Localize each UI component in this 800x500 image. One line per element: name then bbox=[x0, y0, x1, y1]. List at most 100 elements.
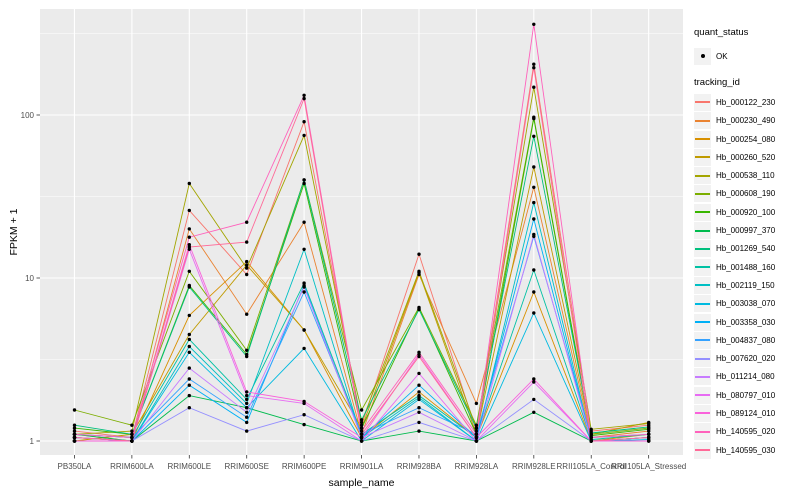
x-tick-label: RRIM928LA bbox=[455, 462, 499, 471]
data-point bbox=[72, 408, 77, 412]
x-tick-label: RRIM928BA bbox=[397, 462, 442, 471]
legend-item: Hb_007620_020 bbox=[694, 349, 798, 368]
legend-key bbox=[694, 276, 711, 294]
x-tick-label: RRIM600SE bbox=[224, 462, 268, 471]
data-point bbox=[359, 418, 364, 422]
data-point bbox=[130, 439, 134, 443]
legend-key bbox=[694, 203, 711, 221]
data-point bbox=[589, 439, 593, 443]
data-point bbox=[302, 178, 306, 182]
data-point bbox=[359, 429, 364, 433]
legend-item-label: Hb_002119_150 bbox=[716, 280, 775, 290]
data-point bbox=[532, 290, 536, 294]
data-point bbox=[532, 268, 536, 272]
data-point bbox=[245, 401, 249, 406]
legend-item-label: Hb_089124_010 bbox=[716, 408, 776, 418]
x-tick-label: RRIM600LE bbox=[168, 462, 212, 471]
y-tick-label: 10 bbox=[25, 274, 34, 283]
data-point bbox=[417, 269, 421, 273]
legend-item: Hb_089124_010 bbox=[694, 404, 798, 422]
legend-item: Hb_000608_190 bbox=[694, 185, 798, 203]
legend-key-line-icon bbox=[695, 247, 710, 250]
data-point bbox=[532, 165, 536, 169]
legend-key bbox=[694, 130, 711, 148]
legend-item: Hb_000254_080 bbox=[694, 130, 798, 148]
legend-key-line-icon bbox=[695, 449, 710, 452]
data-point bbox=[532, 380, 536, 384]
data-point bbox=[532, 116, 536, 121]
x-tick-label: PB350LA bbox=[58, 462, 92, 471]
legend-item: Hb_003038_070 bbox=[694, 295, 798, 313]
legend-item: Hb_004837_080 bbox=[694, 331, 798, 349]
legend-item: Hb_000920_100 bbox=[694, 203, 798, 221]
data-point bbox=[417, 307, 421, 312]
data-point bbox=[245, 272, 249, 277]
data-point bbox=[302, 247, 306, 251]
legend-key bbox=[694, 441, 711, 459]
legend-key-line-icon bbox=[695, 229, 710, 232]
legend-item-label: Hb_003038_070 bbox=[716, 299, 776, 309]
legend-item-label: Hb_001488_160 bbox=[716, 262, 776, 272]
x-tick-label: RRII105LA_Control bbox=[557, 462, 627, 471]
x-tick-label: RRIM600PE bbox=[282, 462, 326, 471]
data-point bbox=[72, 439, 77, 443]
data-point bbox=[532, 200, 536, 205]
legend-item-label: Hb_007620_020 bbox=[716, 354, 776, 364]
legend-item-ok: OK bbox=[694, 47, 798, 65]
data-point bbox=[302, 220, 306, 224]
legend-item: Hb_000997_370 bbox=[694, 221, 798, 240]
legend-key-line-icon bbox=[695, 119, 710, 122]
data-point bbox=[589, 431, 593, 435]
data-point bbox=[302, 413, 306, 417]
data-point bbox=[187, 393, 191, 398]
legend-item: Hb_002119_150 bbox=[694, 276, 798, 294]
legend-key bbox=[694, 222, 711, 240]
legend-item: Hb_000538_110 bbox=[694, 166, 798, 185]
legend-title-quant-status: quant_status bbox=[694, 27, 749, 38]
legend-items: Hb_000122_230 Hb_000230_490 Hb_000254_080 H… bbox=[694, 93, 798, 459]
y-tick-label: 100 bbox=[21, 111, 35, 120]
data-point bbox=[245, 429, 249, 433]
data-point bbox=[474, 401, 479, 406]
data-point bbox=[130, 435, 134, 440]
data-point bbox=[532, 22, 536, 26]
y-axis-title: FPKM + 1 bbox=[8, 208, 20, 256]
data-point bbox=[245, 259, 249, 264]
legend-key-line-icon bbox=[695, 394, 710, 397]
data-point bbox=[359, 435, 364, 440]
data-point bbox=[187, 406, 191, 410]
data-point bbox=[417, 252, 421, 256]
legend-item-label: OK bbox=[716, 51, 728, 61]
legend-item-label: Hb_140595_020 bbox=[716, 427, 776, 437]
legend-key bbox=[694, 368, 711, 386]
data-point bbox=[245, 348, 249, 352]
data-point bbox=[474, 439, 479, 443]
data-point bbox=[245, 420, 249, 425]
data-point bbox=[474, 429, 479, 433]
data-point bbox=[417, 397, 421, 402]
data-point bbox=[532, 66, 536, 70]
data-point bbox=[245, 393, 249, 398]
y-tick-label: 1 bbox=[30, 437, 35, 446]
data-point bbox=[359, 439, 364, 443]
data-point bbox=[245, 390, 249, 394]
data-point bbox=[245, 240, 249, 244]
legend-item-label: Hb_000254_080 bbox=[716, 134, 776, 144]
legend-key bbox=[694, 350, 711, 368]
legend-key-line-icon bbox=[695, 302, 710, 305]
legend-key-line-icon bbox=[695, 412, 710, 415]
legend-item-label: Hb_011214_080 bbox=[716, 372, 775, 382]
legend-key-line-icon bbox=[695, 138, 710, 141]
legend-key bbox=[694, 386, 711, 404]
legend-key-line-icon bbox=[695, 339, 710, 342]
data-point bbox=[130, 423, 134, 427]
data-point bbox=[647, 439, 651, 443]
data-point bbox=[187, 227, 191, 231]
data-point bbox=[72, 432, 77, 436]
legend-item: Hb_140595_030 bbox=[694, 441, 798, 459]
legend-key bbox=[694, 331, 711, 349]
data-point bbox=[72, 435, 77, 440]
data-point bbox=[417, 371, 421, 376]
